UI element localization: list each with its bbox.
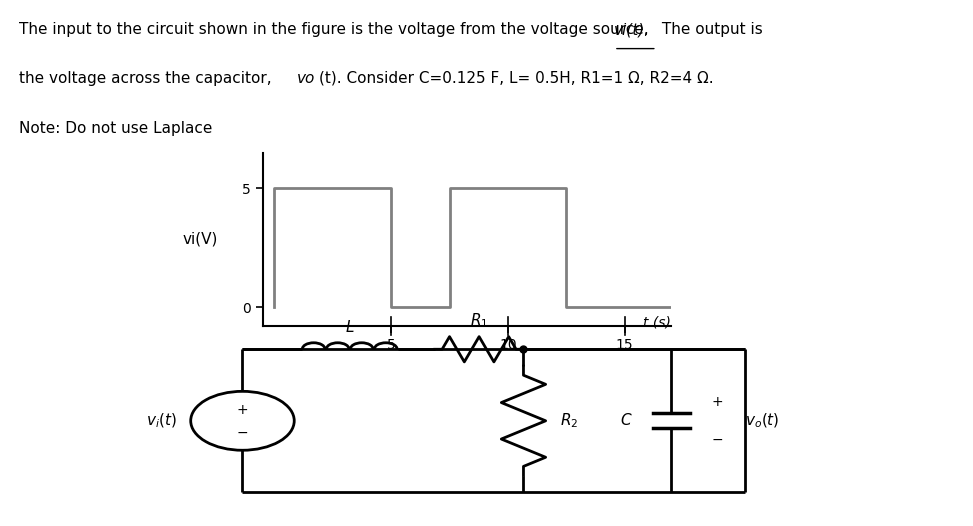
Text: $v_i(t)$: $v_i(t)$ [146,412,177,430]
Text: +: + [711,395,723,409]
Text: vo: vo [297,70,315,86]
Text: C: C [620,413,631,428]
Text: t (s): t (s) [643,316,671,330]
Y-axis label: vi(V): vi(V) [183,232,218,247]
Text: $v_o(t)$: $v_o(t)$ [745,412,779,430]
Text: $R_1$: $R_1$ [470,311,488,330]
Text: −: − [236,426,248,440]
Text: −: − [711,433,723,447]
Text: $R_2$: $R_2$ [560,411,579,430]
Text: (t). Consider C=0.125 F, L= 0.5H, R1=1 Ω, R2=4 Ω.: (t). Consider C=0.125 F, L= 0.5H, R1=1 Ω… [319,70,714,86]
Text: Note: Do not use Laplace: Note: Do not use Laplace [19,121,213,136]
Text: The input to the circuit shown in the figure is the voltage from the voltage sou: The input to the circuit shown in the fi… [19,22,654,37]
Text: the voltage across the capacitor,: the voltage across the capacitor, [19,70,277,86]
Text: vi(t).: vi(t). [614,22,650,37]
Text: The output is: The output is [657,22,763,37]
Text: L: L [345,319,354,335]
Text: +: + [236,403,248,417]
